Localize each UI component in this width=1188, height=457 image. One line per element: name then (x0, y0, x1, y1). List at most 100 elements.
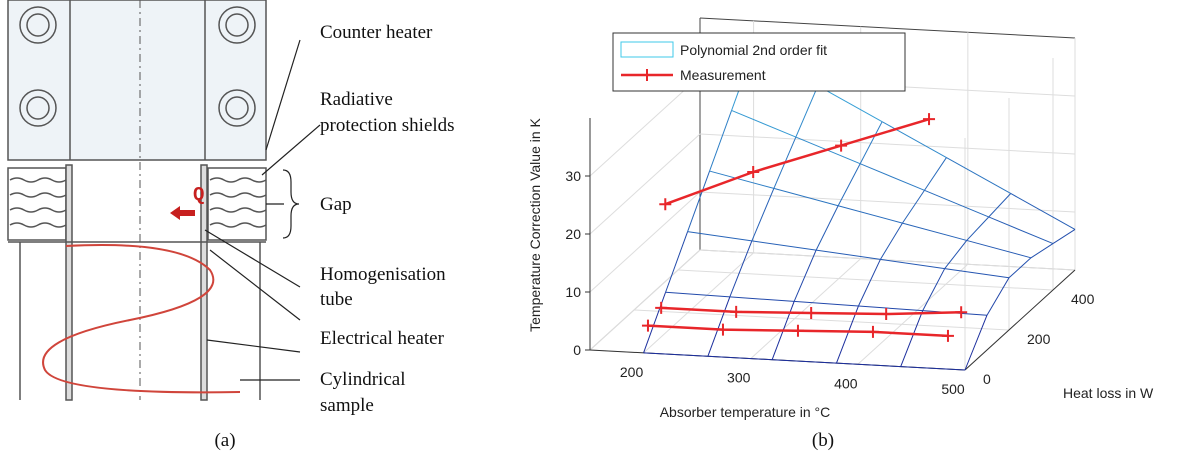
caption: (b) (812, 430, 834, 451)
axis (964, 269, 1076, 371)
measurement-line (664, 117, 930, 206)
mesh-line (836, 362, 901, 368)
mesh-line (966, 216, 990, 241)
grid-line (589, 75, 701, 177)
label: Radiative (320, 89, 393, 110)
grid-line (589, 191, 701, 293)
mesh-line (900, 366, 966, 371)
mesh-line (643, 352, 708, 357)
caption: (a) (214, 430, 235, 451)
z-tick-label: 0 (573, 342, 581, 358)
mesh-line (964, 315, 988, 371)
counter-heater (7, 0, 267, 161)
diagram (7, 0, 321, 401)
mesh-line (817, 85, 883, 123)
q-label: Q (193, 184, 204, 206)
measurement-line (661, 306, 962, 316)
mesh-line (793, 249, 817, 302)
y-axis-label: Heat loss in W (1063, 385, 1154, 401)
label: tube (320, 289, 353, 310)
tube-wall (65, 164, 73, 401)
bolt (225, 13, 249, 37)
tube-wall (200, 164, 208, 401)
x-axis-label: Absorber temperature in °C (660, 404, 831, 420)
mesh-line (815, 205, 839, 251)
grid-line (699, 191, 1076, 213)
bolt (26, 96, 50, 120)
mesh-line (880, 222, 903, 260)
mesh-line (729, 296, 795, 302)
label: Gap (320, 194, 352, 215)
mesh-line (643, 292, 667, 354)
label: protection shields (320, 115, 455, 136)
mesh-line (707, 296, 731, 357)
legend-label: Polynomial 2nd order fit (680, 42, 827, 58)
mesh-line (665, 231, 689, 293)
mesh-line (1052, 228, 1076, 245)
mesh-line (988, 216, 1054, 245)
mesh-line (859, 163, 925, 191)
x-tick-label: 500 (941, 381, 965, 397)
mesh-line (966, 239, 1032, 259)
mesh-line (751, 240, 817, 251)
x-tick-label: 300 (727, 370, 751, 386)
mesh-line (838, 205, 903, 224)
mesh-line (902, 190, 925, 224)
grid-line (589, 249, 701, 351)
mesh-line (816, 249, 881, 260)
mesh-line (857, 259, 881, 307)
mesh-line (709, 110, 733, 172)
x-tick-label: 400 (834, 375, 858, 391)
z-tick-label: 20 (565, 226, 581, 242)
bolt (218, 89, 256, 127)
mesh-line (922, 268, 946, 311)
mesh-line (944, 240, 968, 269)
mesh-line (900, 310, 924, 367)
bolt (26, 13, 50, 37)
shield-waves (9, 177, 267, 228)
label: sample (320, 395, 374, 416)
mesh-line (859, 121, 883, 164)
legend-swatch (641, 69, 653, 81)
shield (7, 167, 67, 241)
shield (207, 167, 267, 241)
mesh-line (1008, 257, 1032, 279)
bolt (19, 89, 57, 127)
grid-line (677, 269, 1054, 291)
mesh-line (902, 222, 967, 241)
y-tick-label: 0 (983, 371, 991, 387)
mesh-line (835, 305, 859, 364)
measurement-line (647, 324, 949, 338)
mesh-line (924, 157, 947, 191)
mesh-line (858, 305, 923, 312)
label: Counter heater (320, 22, 433, 43)
mesh-line (751, 188, 775, 242)
mesh-line (665, 291, 730, 298)
grid-line (633, 309, 1010, 331)
grid-line (750, 258, 862, 359)
mesh-line (687, 170, 711, 232)
bolt (218, 6, 256, 44)
mesh-line (986, 277, 1010, 316)
leader-lines (204, 39, 321, 381)
mesh-line (881, 121, 947, 159)
mesh-line (837, 163, 861, 206)
electrical-heater (42, 244, 241, 394)
y-tick-label: 200 (1027, 331, 1051, 347)
mesh-line (731, 109, 797, 138)
mesh-line (707, 355, 773, 361)
mesh-line (794, 300, 859, 307)
grid-line (699, 133, 1076, 155)
mesh-line (795, 85, 819, 138)
mesh-line (729, 240, 753, 298)
legend-swatch (620, 41, 674, 58)
mesh-line (944, 268, 1010, 279)
box-edge (699, 17, 1076, 39)
y-tick-label: 400 (1071, 291, 1095, 307)
mesh-line (1010, 193, 1076, 230)
mesh-line (687, 231, 752, 242)
mesh-line (924, 189, 989, 218)
mesh-line (946, 157, 1011, 194)
